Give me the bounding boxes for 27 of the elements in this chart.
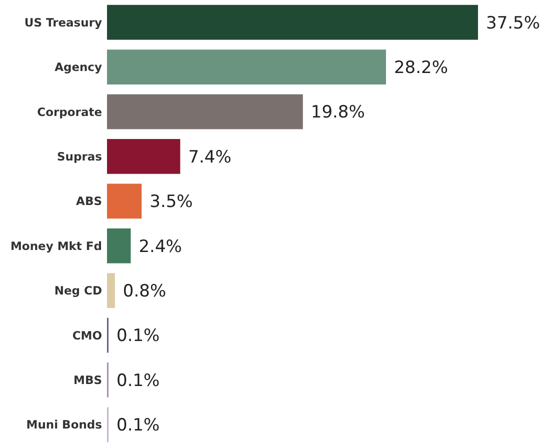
y-tick-label: Agency xyxy=(54,60,102,74)
y-tick-label: Muni Bonds xyxy=(26,418,102,432)
data-label: 0.1% xyxy=(116,370,160,391)
y-tick-label: MBS xyxy=(74,372,102,387)
data-label: 37.5% xyxy=(486,13,540,34)
bar xyxy=(107,4,478,40)
bar xyxy=(107,50,386,84)
y-tick-label: CMO xyxy=(72,328,102,342)
bar xyxy=(107,139,180,174)
data-label: 0.1% xyxy=(116,416,160,436)
bar xyxy=(107,184,142,219)
data-label: 3.5% xyxy=(150,192,193,212)
y-tick-label: Supras xyxy=(57,149,102,164)
data-label: 0.8% xyxy=(122,282,166,302)
y-tick-label: US Treasury xyxy=(24,15,102,30)
y-tick-label: Corporate xyxy=(37,104,102,119)
data-label: 0.1% xyxy=(116,326,160,346)
bar xyxy=(107,273,115,308)
data-label: 2.4% xyxy=(138,236,182,257)
y-tick-label: Neg CD xyxy=(54,284,102,298)
y-tick-label: ABS xyxy=(76,194,102,208)
data-label: 7.4% xyxy=(188,147,232,168)
bar xyxy=(107,94,303,130)
bar xyxy=(107,228,131,264)
y-tick-label: Money Mkt Fd xyxy=(10,238,102,253)
data-label: 19.8% xyxy=(310,102,365,123)
data-label: 28.2% xyxy=(394,58,448,78)
